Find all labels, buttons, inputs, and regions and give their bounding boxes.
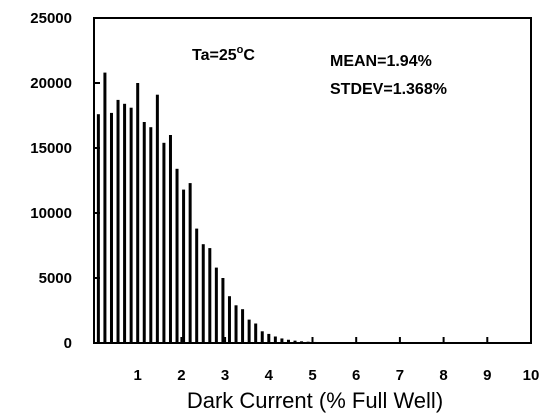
x-tick-label: 5 <box>308 367 316 384</box>
histogram-bar <box>201 244 205 343</box>
x-tick-label: 3 <box>221 367 229 384</box>
histogram-bar <box>254 323 258 343</box>
x-tick-label: 7 <box>396 367 404 384</box>
histogram-bar <box>129 107 133 343</box>
x-axis: 1 2 3 4 5 6 7 8 9 10 <box>134 337 540 384</box>
stdev-annotation: STDEV=1.368% <box>330 81 447 98</box>
histogram-bar <box>208 248 212 343</box>
histogram-bar <box>234 305 238 343</box>
y-tick-label: 20000 <box>30 75 72 92</box>
histogram-bar <box>175 168 179 343</box>
histogram-bar <box>214 267 218 343</box>
y-axis: 0 5000 10000 15000 20000 25000 <box>30 10 100 352</box>
histogram-bar <box>286 339 290 343</box>
y-tick-label: 10000 <box>30 205 72 222</box>
histogram-bar <box>182 189 186 343</box>
x-tick-label: 2 <box>177 367 185 384</box>
histogram-bar <box>103 72 107 343</box>
histogram-bar <box>273 336 277 343</box>
histogram-bar <box>241 309 245 343</box>
histogram-bar <box>116 99 120 344</box>
histogram-bar <box>109 112 113 344</box>
histogram-bar <box>227 296 231 343</box>
histogram-bar <box>188 183 192 343</box>
histogram-bar <box>155 94 159 343</box>
x-tick-label: 1 <box>134 367 142 384</box>
x-tick-label: 9 <box>483 367 491 384</box>
histogram-bar <box>162 142 166 343</box>
x-axis-label: Dark Current (% Full Well) <box>187 388 443 413</box>
histogram-bar <box>280 338 284 343</box>
histogram-bar <box>293 340 297 343</box>
histogram-bar <box>136 83 140 343</box>
histogram-bar <box>221 278 225 343</box>
histogram-bar <box>247 319 251 343</box>
temperature-annotation: Ta=25oC <box>192 44 255 64</box>
y-tick-label: 5000 <box>39 270 72 287</box>
mean-annotation: MEAN=1.94% <box>330 53 432 70</box>
y-tick-label: 25000 <box>30 10 72 27</box>
y-tick-label: 15000 <box>30 140 72 157</box>
x-tick-label: 6 <box>352 367 360 384</box>
plot-frame <box>93 17 532 344</box>
x-tick-label: 8 <box>439 367 447 384</box>
histogram-bar <box>149 127 153 343</box>
histogram-bar <box>96 114 100 343</box>
x-tick-label: 4 <box>265 367 274 384</box>
histogram-bar <box>195 228 199 343</box>
histogram-bar <box>260 331 264 343</box>
histogram-bar <box>168 135 172 343</box>
x-tick-label: 10 <box>523 367 540 384</box>
histogram-bar <box>142 122 146 343</box>
histogram-bar <box>123 103 127 343</box>
y-tick-label: 0 <box>64 335 72 352</box>
bars <box>96 72 526 344</box>
